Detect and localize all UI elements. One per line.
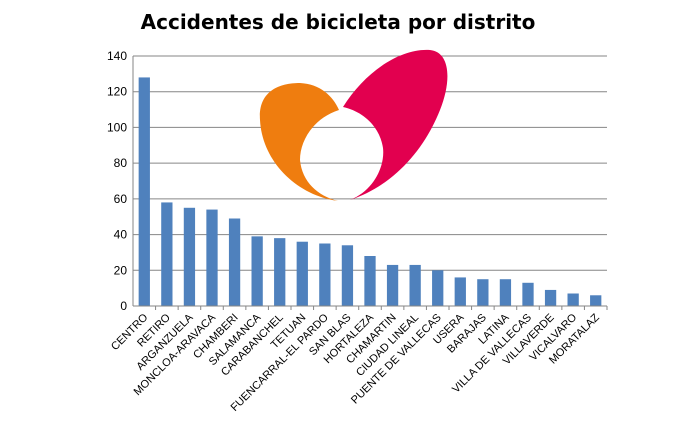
y-tick-label: 40 — [114, 228, 128, 242]
bar — [477, 279, 489, 306]
bar — [274, 238, 286, 306]
y-tick-labels: 0 20 40 60 80 100 120 140 — [107, 49, 127, 313]
bar — [183, 207, 196, 306]
bars — [138, 77, 602, 306]
x-category-labels: CENTRORETIROARGANZUELAMONCLOA-ARAVACACHA… — [109, 311, 602, 414]
bar — [341, 245, 354, 306]
logo-crimson-shape — [343, 49, 448, 200]
y-tick-label: 20 — [114, 263, 128, 277]
axes — [132, 56, 608, 310]
bar — [590, 295, 602, 306]
bar — [409, 264, 421, 306]
bar — [138, 77, 150, 306]
y-tick-label: 140 — [107, 49, 127, 63]
y-tick-label: 60 — [114, 192, 128, 206]
bar — [454, 277, 466, 306]
y-tick-label: 80 — [114, 156, 128, 170]
y-tick-label: 0 — [120, 299, 127, 313]
bar — [499, 279, 512, 306]
y-tick-label: 120 — [107, 85, 127, 99]
bar — [386, 264, 399, 306]
bar — [251, 236, 263, 306]
bar — [432, 270, 444, 306]
bar — [544, 289, 557, 306]
bar — [567, 293, 579, 306]
bar — [364, 256, 376, 306]
bar — [522, 282, 534, 306]
bar — [206, 209, 218, 306]
bar — [161, 202, 173, 306]
logo-orange-shape — [259, 83, 339, 201]
bar — [319, 243, 331, 306]
bar — [228, 218, 241, 306]
bar — [296, 241, 308, 306]
y-tick-label: 100 — [107, 120, 127, 134]
chart-title: Accidentes de bicicleta por distrito — [140, 10, 536, 34]
logo-graphic — [259, 49, 448, 201]
